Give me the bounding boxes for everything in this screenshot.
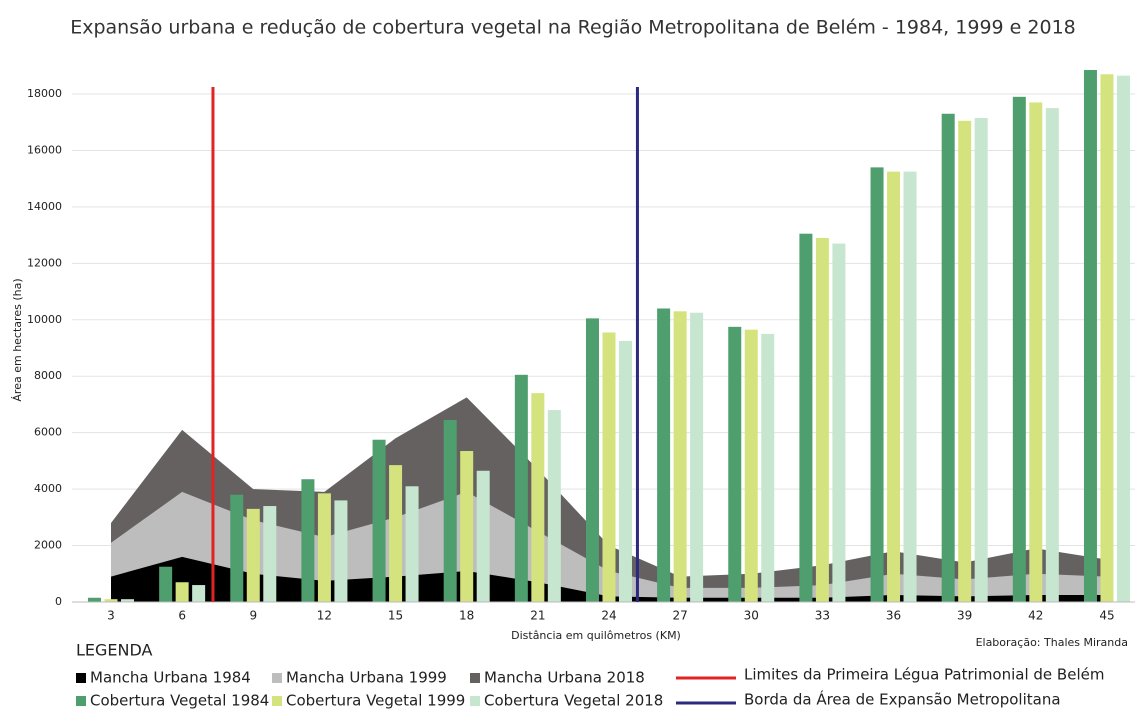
x-tick-label: 18: [459, 609, 474, 623]
bar: [618, 340, 632, 602]
bar: [1045, 108, 1059, 602]
bar: [870, 167, 884, 602]
bar: [903, 171, 917, 602]
legend-label: Borda da Área de Expansão Metropolitana: [744, 690, 1061, 709]
bar: [246, 508, 260, 602]
bar: [1029, 102, 1043, 602]
legend-swatch: [470, 696, 480, 706]
bar: [832, 243, 846, 603]
legend-label: Mancha Urbana 1999: [286, 669, 447, 687]
bar: [263, 506, 277, 602]
bar: [301, 479, 315, 602]
bar: [514, 374, 528, 602]
bar: [602, 332, 616, 602]
bar: [799, 233, 813, 602]
bar: [104, 599, 118, 602]
x-tick-label: 6: [178, 609, 186, 623]
x-tick-label: 21: [530, 609, 545, 623]
credit: Elaboração: Thales Miranda: [976, 636, 1128, 649]
x-tick-label: 27: [672, 609, 687, 623]
bar: [585, 318, 599, 602]
bar: [389, 465, 403, 602]
area: [111, 491, 1107, 602]
y-tick-label: 16000: [27, 143, 62, 156]
legend-swatch: [272, 696, 282, 706]
legend-label: Cobertura Vegetal 1999: [286, 692, 465, 710]
bar: [121, 599, 134, 602]
y-axis-label: Área em hectares (ha): [11, 278, 24, 401]
bar: [230, 494, 244, 602]
legend-label: Limites da Primeira Légua Patrimonial de…: [744, 666, 1104, 684]
chart-title: Expansão urbana e redução de cobertura v…: [70, 17, 1076, 39]
bar: [974, 117, 988, 602]
legend-swatch: [76, 696, 86, 706]
x-tick-label: 33: [815, 609, 830, 623]
bar: [460, 451, 474, 602]
bar: [941, 113, 955, 602]
y-tick-label: 12000: [27, 256, 62, 269]
legend-label: Mancha Urbana 2018: [484, 669, 645, 687]
x-tick-label: 45: [1099, 609, 1114, 623]
bar: [1083, 70, 1097, 602]
bar: [175, 582, 189, 602]
x-tick-label: 15: [388, 609, 403, 623]
bar: [159, 566, 173, 602]
legend-label: Cobertura Vegetal 1984: [90, 692, 269, 710]
bar: [192, 585, 206, 602]
bar: [657, 308, 671, 602]
bar: [88, 597, 101, 602]
legend-label: Cobertura Vegetal 2018: [484, 692, 663, 710]
bar: [1012, 96, 1026, 603]
bar: [815, 237, 829, 602]
legend-title: LEGENDA: [76, 641, 153, 660]
bar: [761, 333, 775, 602]
bar: [334, 500, 348, 602]
bar: [728, 326, 742, 602]
bar: [405, 486, 419, 602]
y-tick-label: 2000: [34, 539, 62, 552]
bar: [958, 120, 972, 603]
bar: [744, 329, 758, 602]
bar: [531, 393, 545, 602]
y-tick-label: 6000: [34, 426, 62, 439]
x-tick-label: 30: [744, 609, 759, 623]
x-tick-label: 39: [957, 609, 972, 623]
bar: [476, 470, 490, 602]
y-tick-label: 4000: [34, 482, 62, 495]
bar: [547, 410, 561, 602]
legend-swatch: [470, 673, 480, 683]
bar: [673, 311, 687, 602]
bar: [1116, 75, 1130, 602]
legend-swatch: [76, 673, 86, 683]
bar: [443, 419, 457, 602]
legend-swatch: [272, 673, 282, 683]
area: [111, 556, 1107, 602]
legend-label: Mancha Urbana 1984: [90, 669, 251, 687]
x-tick-label: 9: [249, 609, 257, 623]
x-axis-label: Distância em quilômetros (KM): [511, 629, 681, 642]
y-tick-label: 0: [55, 595, 62, 608]
y-tick-label: 18000: [27, 87, 62, 100]
bar: [1100, 74, 1114, 602]
bar: [372, 439, 386, 602]
bar: [887, 171, 901, 602]
x-tick-label: 3: [107, 609, 115, 623]
bar: [690, 312, 704, 602]
y-tick-label: 8000: [34, 369, 62, 382]
x-tick-label: 42: [1028, 609, 1043, 623]
x-tick-label: 12: [317, 609, 332, 623]
bar: [317, 493, 331, 602]
y-tick-label: 10000: [27, 313, 62, 326]
x-tick-label: 24: [601, 609, 616, 623]
x-tick-label: 36: [886, 609, 901, 623]
y-tick-label: 14000: [27, 200, 62, 213]
